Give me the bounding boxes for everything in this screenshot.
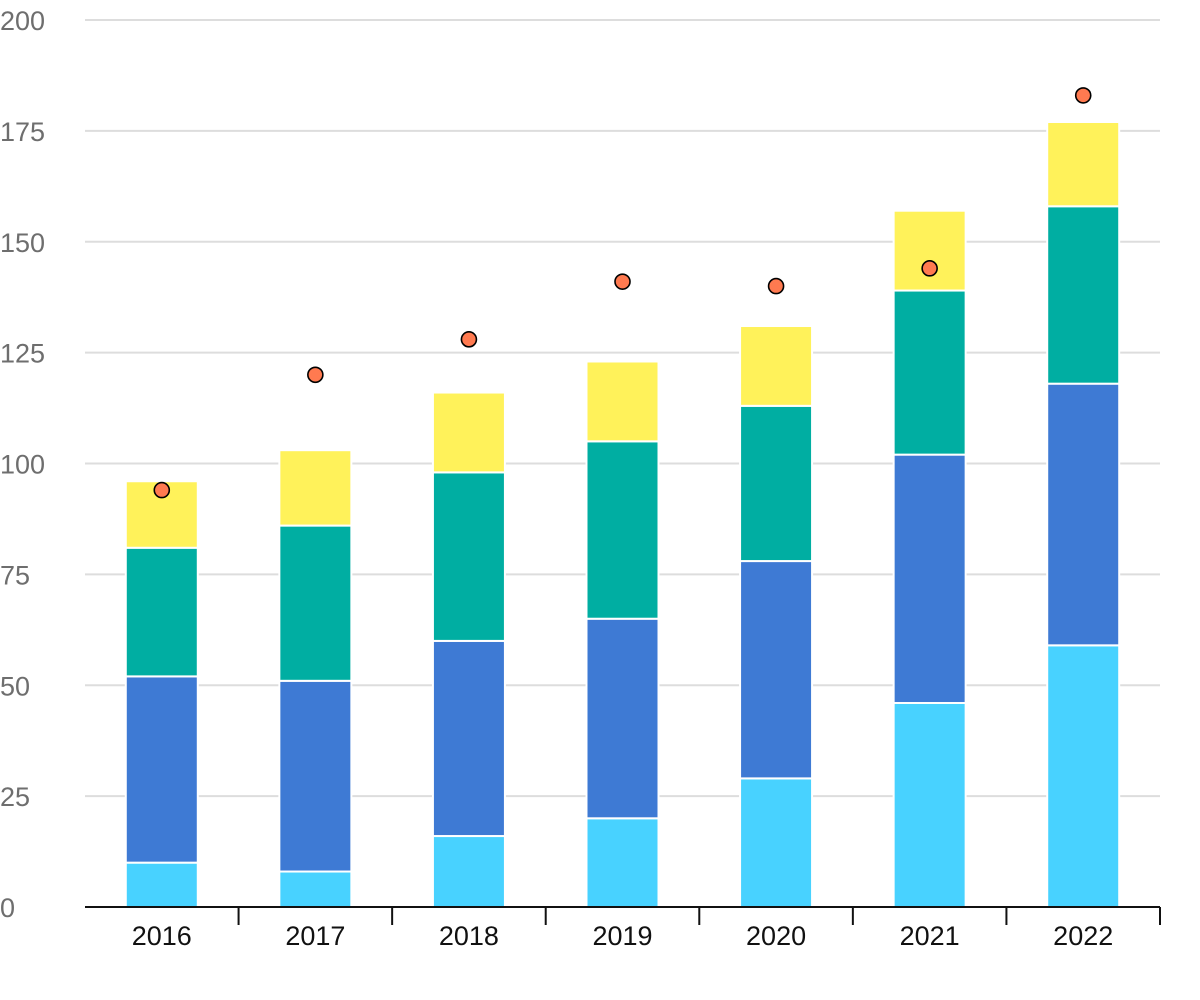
bar-segment-2021-series-2 bbox=[892, 453, 967, 704]
bar-segment-2016-series-3 bbox=[124, 546, 199, 678]
bar-segment-2021-series-4 bbox=[892, 209, 967, 292]
y-tick-label: 150 bbox=[0, 228, 45, 258]
x-axis-tick-labels: 2016 2017 2018 2019 2020 2021 2022 bbox=[132, 921, 1114, 951]
marker-point-2020 bbox=[767, 277, 785, 295]
x-tick-label: 2020 bbox=[746, 921, 806, 951]
y-tick-label: 175 bbox=[0, 117, 45, 147]
bar-segment-2020-series-3 bbox=[739, 404, 814, 563]
marker-point-2018 bbox=[460, 331, 478, 348]
bars bbox=[124, 121, 1121, 909]
bar-segment-2020-series-1 bbox=[739, 777, 814, 909]
x-tick-label: 2017 bbox=[285, 921, 345, 951]
marker-point-2021 bbox=[921, 260, 938, 277]
x-axis bbox=[85, 906, 1161, 925]
bar-segment-2018-series-2 bbox=[431, 639, 506, 838]
y-axis-tick-labels: 0 25 50 75 100 125 150 175 200 bbox=[0, 6, 45, 923]
bar-segment-2018-series-1 bbox=[431, 835, 506, 908]
bar-segment-2018-series-3 bbox=[431, 471, 506, 642]
markers bbox=[153, 87, 1092, 499]
bar-segment-2022-series-3 bbox=[1046, 205, 1121, 385]
y-tick-label: 100 bbox=[0, 450, 45, 480]
bar-segment-2016-series-1 bbox=[124, 861, 199, 909]
bar-segment-2017-series-2 bbox=[278, 679, 353, 873]
x-tick-label: 2022 bbox=[1053, 921, 1113, 951]
y-tick-label: 200 bbox=[0, 6, 45, 36]
bar-segment-2019-series-4 bbox=[585, 360, 660, 443]
bar-segment-2019-series-3 bbox=[585, 440, 660, 620]
marker-point-2022 bbox=[1074, 87, 1092, 104]
bar-segment-2016-series-2 bbox=[124, 675, 199, 864]
bar-segment-2017-series-4 bbox=[278, 449, 353, 527]
y-tick-label: 50 bbox=[0, 671, 30, 701]
bar-segment-2020-series-2 bbox=[739, 560, 814, 780]
bar-segment-2017-series-3 bbox=[278, 524, 353, 682]
y-tick-label: 125 bbox=[0, 339, 45, 369]
bar-segment-2022-series-4 bbox=[1046, 121, 1121, 208]
marker-point-2017 bbox=[307, 366, 324, 384]
bar-segment-2018-series-4 bbox=[431, 391, 506, 474]
y-tick-label: 0 bbox=[0, 893, 15, 923]
x-tick-label: 2019 bbox=[592, 921, 652, 951]
bar-segment-2022-series-1 bbox=[1046, 644, 1121, 909]
marker-point-2016 bbox=[153, 481, 171, 499]
x-tick-label: 2016 bbox=[132, 921, 192, 951]
bar-segment-2021-series-1 bbox=[892, 701, 967, 908]
marker-point-2019 bbox=[614, 273, 631, 290]
bar-segment-2021-series-3 bbox=[892, 289, 967, 456]
bar-segment-2019-series-1 bbox=[585, 817, 660, 908]
bar-segment-2022-series-2 bbox=[1046, 382, 1121, 647]
y-tick-label: 25 bbox=[0, 782, 30, 812]
bar-segment-2019-series-2 bbox=[585, 617, 660, 820]
x-tick-label: 2018 bbox=[439, 921, 499, 951]
bar-segment-2020-series-4 bbox=[739, 325, 814, 407]
y-tick-label: 75 bbox=[0, 560, 30, 590]
bar-segment-2017-series-1 bbox=[278, 870, 353, 909]
x-tick-label: 2021 bbox=[900, 921, 960, 951]
